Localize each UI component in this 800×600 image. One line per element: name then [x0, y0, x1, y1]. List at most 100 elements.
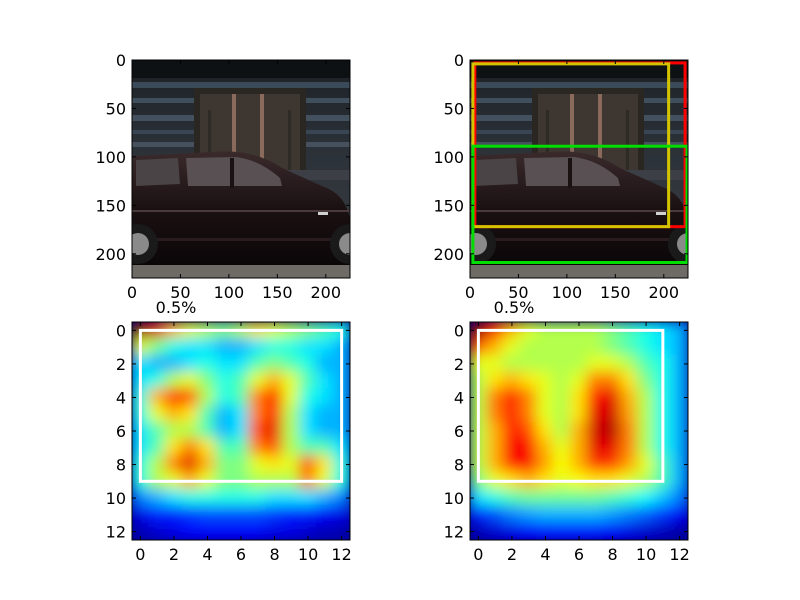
heatmap-cell: [214, 421, 234, 441]
heatmap-cell: [485, 354, 505, 374]
heatmap-cell: [586, 488, 606, 508]
heatmap-cell: [231, 488, 251, 508]
heatmap-cell: [552, 388, 572, 407]
heatmap-cell: [214, 522, 234, 540]
heatmap-cell: [315, 371, 335, 391]
x-tick-label: 0: [465, 283, 475, 302]
heatmap-cell: [214, 371, 234, 391]
heatmap-cell: [603, 522, 622, 540]
heatmap-cell: [281, 455, 301, 474]
heatmap-cell: [619, 371, 639, 391]
y-tick-label: 200: [433, 245, 464, 264]
heatmap-cell: [315, 337, 335, 357]
heatmap-cell: [586, 371, 606, 391]
heatmap-cell: [519, 354, 539, 374]
heatmap-cell: [552, 371, 572, 391]
heatmap-cell: [670, 371, 688, 391]
heatmap-cell: [164, 522, 184, 540]
bounding-box: [138, 328, 344, 483]
y-tick-label: 0: [116, 51, 126, 70]
heatmap-cell: [315, 404, 335, 424]
heatmap-cell: [265, 371, 284, 391]
heatmap-cell: [265, 522, 284, 540]
heatmap-cell: [281, 371, 301, 391]
heatmap-cell: [298, 438, 318, 458]
heatmap-cell: [147, 404, 167, 424]
y-tick-label: 0: [454, 321, 464, 340]
heatmap-cell: [485, 337, 505, 357]
heatmap-cell: [281, 354, 301, 374]
heatmap-cell: [198, 421, 217, 441]
x-tick-label: 100: [552, 283, 583, 302]
bounding-box: [476, 328, 665, 483]
y-tick-label: 4: [116, 388, 126, 407]
heatmap-cell: [231, 505, 251, 525]
heatmap-panel-left: 0.5% 0 2 4 6 8 10 12 0 2 4 6 8 10 12: [106, 298, 352, 564]
heatmap-cell: [552, 438, 572, 458]
heatmap-cell: [569, 522, 589, 540]
heatmap-cell: [265, 354, 284, 374]
heatmap-cell: [198, 337, 217, 357]
heatmap-cell: [198, 488, 217, 508]
heatmap-cell: [619, 505, 639, 525]
heatmap-cell: [147, 455, 167, 474]
heatmap-cell: [670, 322, 688, 340]
heatmap-cell: [653, 488, 673, 508]
heatmap-cell: [132, 522, 150, 540]
heatmap-cell: [198, 505, 217, 525]
heatmap-cell: [214, 488, 234, 508]
heatmap-cell: [636, 388, 656, 407]
heatmap-cell: [147, 438, 167, 458]
heatmap-cell: [670, 354, 688, 374]
heatmap-cell: [619, 455, 639, 474]
heatmap-cell: [586, 455, 606, 474]
heatmap-cell: [231, 371, 251, 391]
car-photo: [470, 60, 688, 278]
x-tick-label: 4: [202, 545, 212, 564]
panel-title: 0.5%: [156, 298, 197, 317]
heatmap-cell: [281, 404, 301, 424]
heatmap-cell: [636, 505, 656, 525]
heatmap-cell: [502, 455, 522, 474]
heatmap-cell: [315, 438, 335, 458]
heatmap-cell: [569, 404, 589, 424]
heatmap-cell: [315, 421, 335, 441]
heatmap-cell: [198, 455, 217, 474]
heatmap-cell: [603, 354, 622, 374]
y-tick-label: 12: [106, 523, 126, 542]
heatmap-cell: [181, 522, 201, 540]
heatmap-cell: [281, 438, 301, 458]
heatmap-cell: [181, 371, 201, 391]
heatmap-cell: [502, 438, 522, 458]
bounding-box: [471, 144, 689, 264]
heatmap-cell: [653, 505, 673, 525]
heatmap-cell: [198, 371, 217, 391]
heatmap-cell: [231, 337, 251, 357]
heatmap-cell: [519, 505, 539, 525]
heatmap-cell: [147, 522, 167, 540]
heatmap-cell: [248, 488, 268, 508]
heatmap-cell: [147, 388, 167, 407]
y-tick-label: 6: [116, 422, 126, 441]
heatmap-cell: [519, 421, 539, 441]
heatmap-cell: [265, 388, 284, 407]
heatmap-cell: [619, 488, 639, 508]
heatmap-cell: [198, 522, 217, 540]
heatmap-cell: [670, 488, 688, 508]
heatmap-cell: [147, 337, 167, 357]
heatmap-cell: [536, 371, 555, 391]
heatmap-cell: [147, 354, 167, 374]
heatmap-cell: [502, 522, 522, 540]
heatmap-cell: [519, 404, 539, 424]
heatmap-cell: [485, 404, 505, 424]
heatmap-cell: [248, 522, 268, 540]
heatmap-cell: [281, 505, 301, 525]
heatmap-cell: [586, 438, 606, 458]
heatmap-cell: [265, 455, 284, 474]
heatmap-cell: [298, 421, 318, 441]
heatmap-cell: [485, 505, 505, 525]
heatmap-cell: [619, 522, 639, 540]
heatmap-cell: [214, 354, 234, 374]
heatmap-cell: [214, 438, 234, 458]
